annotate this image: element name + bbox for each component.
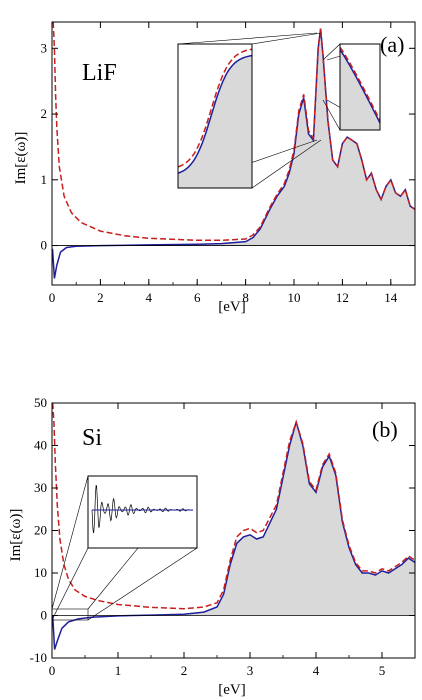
b-y-tick-label: 30 (34, 480, 47, 495)
inset-shaded-area (340, 50, 380, 130)
a-y-tick-label: 1 (41, 172, 48, 187)
panel-a-inset-right (322, 43, 381, 131)
panel-a-inset-left (177, 32, 322, 189)
b-series-dashed-line (51, 402, 416, 610)
a-x-tick-label: 2 (97, 290, 104, 305)
b-y-tick-label: 0 (41, 608, 48, 623)
panel-b-fill-area (52, 422, 415, 616)
panel-b-label: (b) (372, 417, 398, 442)
b-y-tick-label: 40 (34, 438, 47, 453)
a-x-tick-label: 12 (336, 290, 349, 305)
panel-a-x-axis-label: [eV] (218, 299, 245, 315)
a-series-dashed-line (52, 21, 416, 242)
inset-border (339, 43, 381, 131)
inset-dashed-line (177, 48, 253, 168)
b-x-tick-label: 3 (247, 663, 254, 678)
panel-a-y-axis-label: Im[ε(ω)] (13, 132, 29, 185)
panel-b-inset (51, 475, 198, 621)
inset-dashed-line (339, 46, 381, 121)
panel-b-y-axis-label: Im[ε(ω)] (8, 509, 24, 562)
inset-connector-line (251, 139, 322, 189)
b-y-tick-label: 20 (34, 523, 47, 538)
a-frame (51, 21, 416, 286)
a-x-tick-label: 8 (242, 290, 249, 305)
panel-a-annotation: LiF (82, 60, 117, 86)
b-x-tick-label: 2 (181, 663, 188, 678)
a-y-tick-label: 3 (41, 40, 48, 55)
b-series-solid-line (51, 419, 416, 650)
a-x-tick-label: 0 (49, 290, 56, 305)
panel-a-label: (a) (380, 32, 404, 57)
b-x-tick-label: 0 (49, 663, 56, 678)
a-y-tick-label: 2 (41, 106, 48, 121)
inset-connector-line (177, 32, 318, 45)
a-x-tick-label: 4 (146, 290, 153, 305)
inset-connector-line (322, 99, 341, 131)
panel-a-series (51, 21, 416, 279)
b-shaded-area (52, 422, 415, 616)
b-x-tick-label: 4 (313, 663, 320, 678)
a-y-tick-label: 0 (41, 238, 48, 253)
inset-connector-line (51, 475, 89, 610)
b-x-tick-label: 1 (115, 663, 122, 678)
inset-border (177, 43, 253, 189)
inset-connector-line (322, 43, 341, 61)
inset-connector-line (87, 547, 198, 621)
b-y-tick-label: -10 (30, 650, 47, 665)
inset-solid-line (177, 54, 253, 174)
a-x-tick-label: 14 (384, 290, 398, 305)
inset-connector-line (251, 32, 322, 45)
b-y-tick-label: 10 (34, 565, 47, 580)
panel-b-x-axis-label: [eV] (218, 682, 245, 698)
b-x-tick-label: 5 (379, 663, 386, 678)
a-x-tick-label: 10 (288, 290, 301, 305)
inset-solid-line (339, 49, 381, 124)
inset-connector-line (51, 547, 89, 621)
a-x-tick-label: 6 (194, 290, 201, 305)
panel-b-series (51, 402, 416, 650)
inset-shaded-area (178, 55, 252, 188)
b-y-tick-label: 50 (34, 395, 47, 410)
panel-b-annotation: Si (82, 425, 102, 451)
